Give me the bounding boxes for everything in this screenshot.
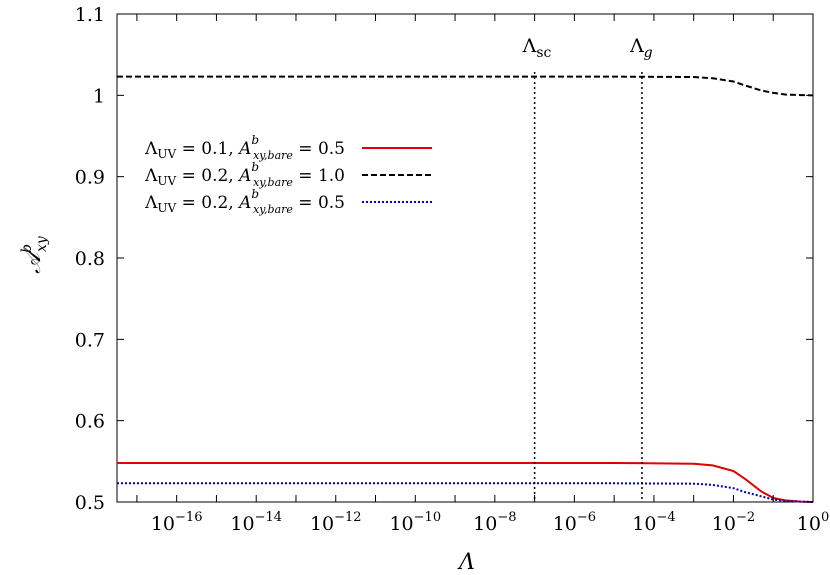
y-tick-label: 0.5 — [75, 492, 105, 514]
svg-text:𝒜bxy: 𝒜bxy — [19, 235, 50, 274]
y-tick-label: 0.7 — [75, 329, 105, 351]
x-tick-label: 10−10 — [389, 510, 441, 535]
plot-area — [116, 13, 814, 503]
legend-label-3: ΛUV = 0.2, Ab xy,bare = 0.5 — [144, 187, 345, 216]
x-tick-label: 10−14 — [230, 510, 282, 535]
x-axis-label: Λ — [457, 550, 475, 575]
series-lines — [117, 75, 814, 503]
x-tick-label: 10−12 — [310, 510, 362, 535]
x-tick-label: 10−4 — [632, 510, 675, 535]
series-line-3 — [117, 482, 814, 503]
y-axis-label: 𝒜bxy — [19, 235, 50, 274]
axis-ticks: 0.5 0.6 0.7 0.8 0.9 1 1.1 10−16 10−14 10−12 10−10 1… — [75, 4, 829, 535]
annotation-g: Λg — [629, 35, 653, 61]
x-tick-label: 100 — [797, 510, 829, 535]
y-axis-label-sup: b — [19, 244, 35, 253]
y-tick-label: 1.1 — [75, 4, 105, 26]
y-tick-label: 0.8 — [75, 248, 105, 270]
x-tick-label: 10−6 — [553, 510, 596, 535]
y-tick-label: 0.9 — [75, 167, 105, 189]
series-line-2 — [117, 75, 814, 97]
x-tick-label: 10−16 — [151, 510, 203, 535]
x-tick-label: 10−2 — [712, 510, 755, 535]
y-tick-label: 0.6 — [75, 411, 105, 433]
axis-labels: Λ 𝒜bxy — [19, 235, 475, 575]
marker-lines: Λsc Λg — [522, 35, 653, 502]
x-tick-label: 10−8 — [473, 510, 516, 535]
plot-frame — [116, 13, 814, 503]
y-axis-label-sub: xy — [34, 235, 50, 252]
annotation-sc: Λsc — [522, 35, 552, 61]
legend-label-1: ΛUV = 0.1, Ab xy,bare = 0.5 — [144, 133, 345, 162]
y-tick-label: 1 — [93, 85, 105, 107]
legend-label-2: ΛUV = 0.2, Ab xy,bare = 1.0 — [144, 160, 345, 189]
